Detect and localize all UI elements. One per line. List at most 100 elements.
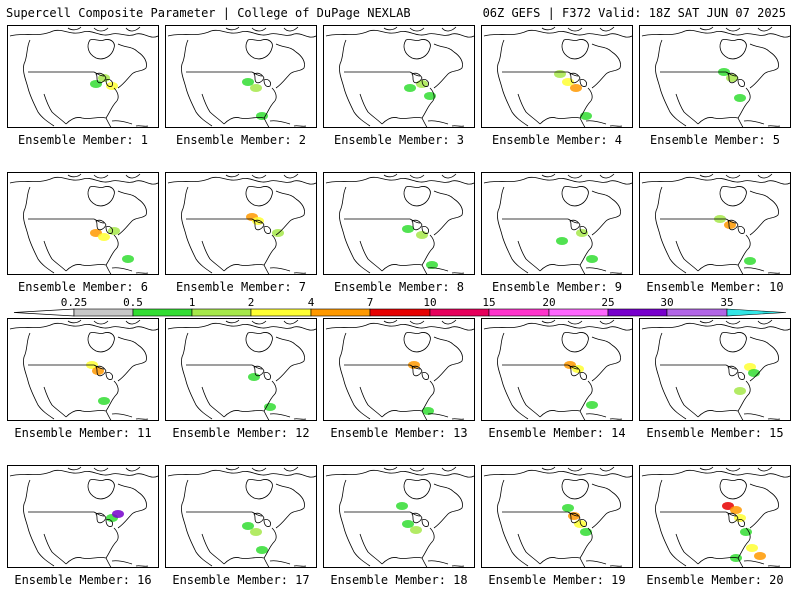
map-outline <box>181 479 213 567</box>
map-outline <box>725 174 741 179</box>
map-outline <box>561 332 589 353</box>
map-outline <box>725 320 741 325</box>
scp-contour-area <box>242 522 254 530</box>
map-outline <box>23 186 55 274</box>
map-outline <box>253 512 265 524</box>
map-outline <box>125 319 141 325</box>
map-outline <box>223 117 265 125</box>
map-outline <box>111 560 133 565</box>
map-outline <box>541 319 556 324</box>
map-outline <box>749 190 779 236</box>
map-outline <box>585 413 607 418</box>
map-outline <box>591 336 621 382</box>
scp-contour-area <box>90 80 102 88</box>
colorbar-segment <box>429 308 490 317</box>
map-outline <box>105 372 113 380</box>
ensemble-member-panel <box>165 318 317 421</box>
map-outline <box>87 186 115 207</box>
map-outline <box>737 87 751 119</box>
scp-contour-area <box>586 255 598 263</box>
map-outline <box>569 365 581 377</box>
map-outline <box>737 557 744 567</box>
map-outline <box>727 72 739 84</box>
map-outline <box>383 319 398 324</box>
ensemble-member-panel <box>323 25 475 128</box>
ensemble-member-label: Ensemble Member: 20 <box>646 573 784 587</box>
scp-contour-area <box>408 361 420 369</box>
map-outline <box>433 336 463 382</box>
map-outline <box>599 173 615 179</box>
map-outline <box>579 87 593 119</box>
map-outline <box>105 410 112 420</box>
map-outline <box>411 365 423 377</box>
map-outline <box>28 71 105 77</box>
map-outline <box>275 43 305 89</box>
map-outline <box>95 512 107 524</box>
ensemble-member-label: Ensemble Member: 17 <box>172 573 310 587</box>
ensemble-member-panel <box>165 25 317 128</box>
ensemble-member-label: Ensemble Member: 19 <box>488 573 626 587</box>
map-outline <box>381 264 423 272</box>
colorbar-tick-label: 25 <box>601 297 614 309</box>
map-outline <box>421 264 428 274</box>
map-outline <box>409 27 425 32</box>
ensemble-member-label: Ensemble Member: 11 <box>14 426 152 440</box>
colorbar-tick-label: 4 <box>308 297 315 309</box>
ensemble-member-label: Ensemble Member: 1 <box>17 133 149 147</box>
map-outline <box>725 467 741 472</box>
map-outline <box>441 466 457 472</box>
map-outline <box>9 176 158 185</box>
north-america-map <box>167 26 316 127</box>
map-outline <box>421 372 429 380</box>
colorbar-tick-label: 1 <box>189 297 196 309</box>
colorbar-tick-label: 15 <box>482 297 495 309</box>
map-outline <box>502 364 579 370</box>
map-outline <box>737 226 745 234</box>
map-outline <box>65 410 107 418</box>
map-outline <box>403 186 431 207</box>
scp-contour-area <box>730 506 742 514</box>
map-outline <box>409 467 425 472</box>
map-outline <box>253 219 265 231</box>
map-outline <box>451 565 465 567</box>
ensemble-member-panel <box>481 465 633 568</box>
map-outline <box>43 240 67 272</box>
map-outline <box>517 240 541 272</box>
map-outline <box>344 71 421 77</box>
map-outline <box>502 218 579 224</box>
map-outline <box>263 264 270 274</box>
map-outline <box>186 364 263 370</box>
map-title: Supercell Composite Parameter | College … <box>6 6 411 20</box>
map-outline <box>441 26 457 32</box>
colorbar-tick-label: 7 <box>367 297 374 309</box>
map-outline <box>28 511 105 517</box>
map-outline <box>743 560 765 565</box>
map-outline <box>325 176 474 185</box>
map-outline <box>263 380 277 412</box>
ensemble-member-label: Ensemble Member: 3 <box>333 133 465 147</box>
map-outline <box>245 186 273 207</box>
map-outline <box>641 29 790 38</box>
colorbar-tick-label: 10 <box>423 297 436 309</box>
north-america-map <box>483 26 632 127</box>
map-outline <box>95 365 107 377</box>
map-outline <box>67 466 82 471</box>
scp-contour-area <box>586 401 598 409</box>
colorbar-lower-extension <box>13 308 75 317</box>
map-outline <box>421 519 429 527</box>
north-america-map <box>325 26 474 127</box>
scp-contour-area <box>570 84 582 92</box>
map-outline <box>451 418 465 420</box>
ensemble-member-label: Ensemble Member: 12 <box>172 426 310 440</box>
map-outline <box>409 174 425 179</box>
map-outline <box>275 336 305 382</box>
ensemble-member-panel <box>639 318 791 421</box>
north-america-map <box>9 26 158 127</box>
map-outline <box>421 527 435 559</box>
north-america-map <box>641 466 790 567</box>
map-outline <box>283 173 299 179</box>
colorbar-segment <box>73 308 134 317</box>
colorbar-segment <box>488 308 550 317</box>
map-outline <box>135 418 149 420</box>
ensemble-member-label: Ensemble Member: 8 <box>333 280 465 294</box>
